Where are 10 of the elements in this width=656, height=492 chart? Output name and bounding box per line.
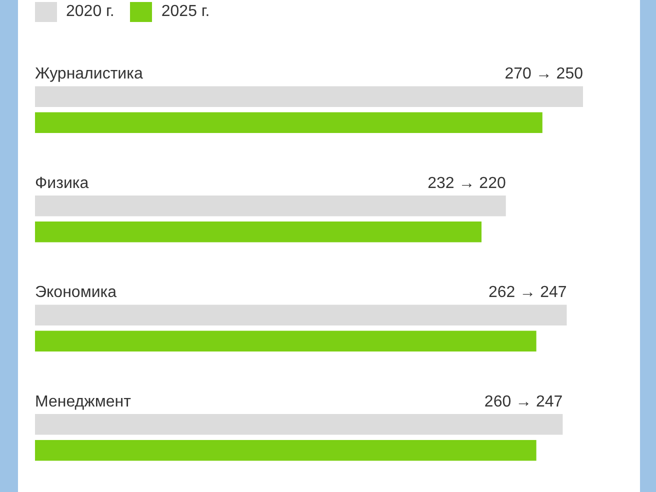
y-tick-label: Менеджмент: [35, 393, 132, 410]
legend-label: 2020 г.: [66, 3, 114, 21]
data-label: 260 → 247: [484, 393, 563, 410]
legend-label: 2025 г.: [161, 3, 210, 21]
y-tick-label: Экономика: [35, 284, 117, 302]
y-tick-label: Журналистика: [35, 66, 143, 83]
data-label: 232 → 220: [428, 174, 506, 192]
y-tick-label: Физика: [35, 174, 89, 192]
data-label: 270 → 250: [504, 66, 584, 83]
data-label: 262 → 247: [488, 284, 567, 302]
